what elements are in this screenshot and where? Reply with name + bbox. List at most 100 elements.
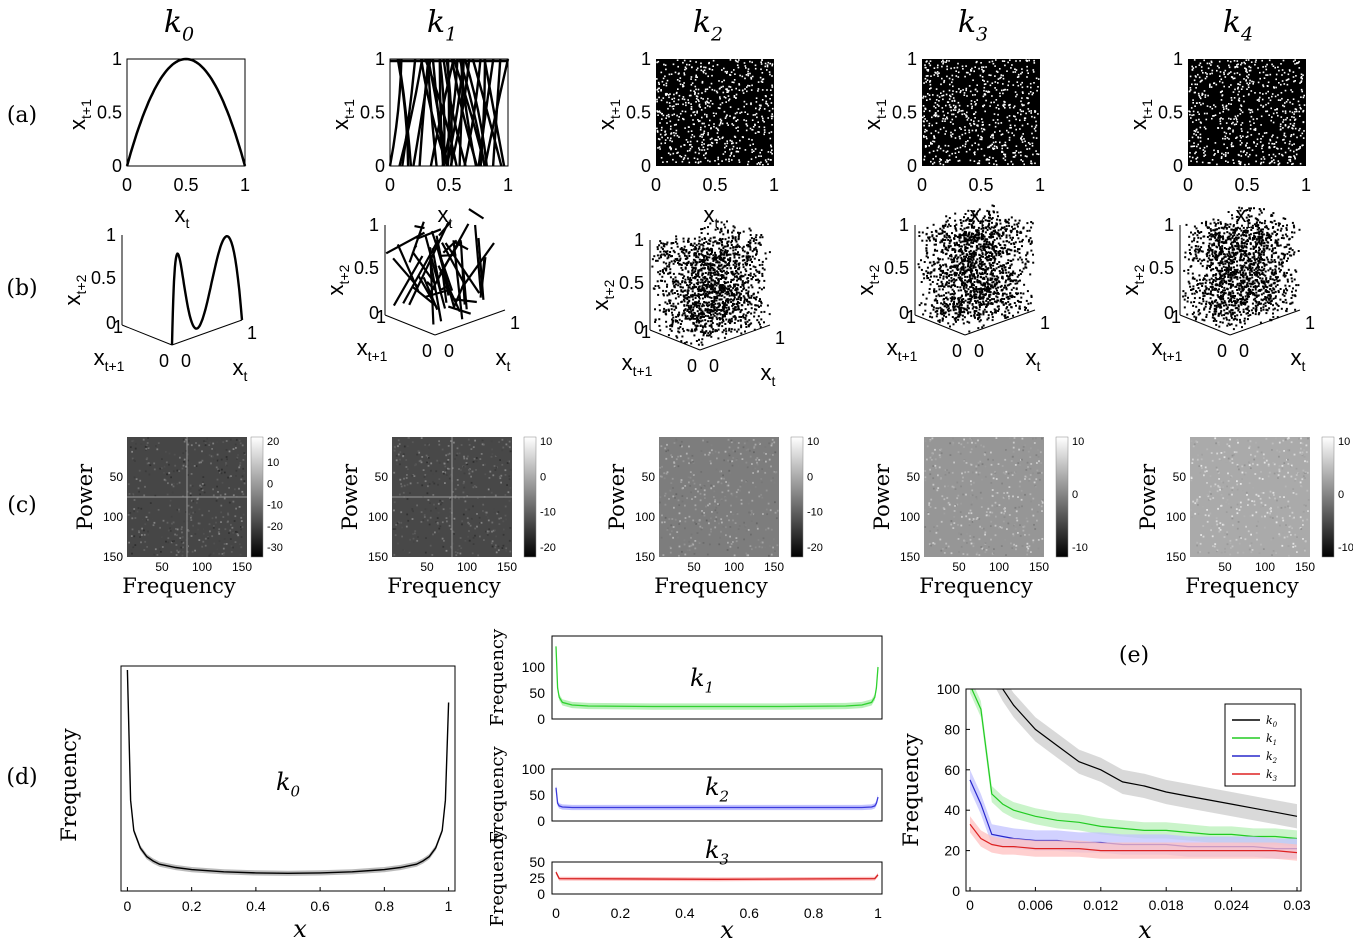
noise-gap bbox=[1260, 124, 1262, 126]
point bbox=[749, 229, 752, 232]
noise-gap bbox=[993, 147, 996, 150]
point bbox=[999, 228, 1002, 231]
noise-gap bbox=[976, 99, 978, 101]
point bbox=[704, 254, 707, 257]
point bbox=[750, 284, 753, 287]
noise-gap bbox=[923, 158, 926, 161]
point bbox=[981, 253, 984, 256]
point bbox=[670, 242, 673, 245]
noise-gap bbox=[941, 65, 943, 68]
noise-gap bbox=[694, 85, 697, 88]
point bbox=[709, 262, 712, 265]
z-tick-label: 0 bbox=[634, 318, 644, 338]
point bbox=[656, 254, 659, 257]
noise-gap bbox=[1228, 138, 1230, 140]
point bbox=[955, 242, 958, 245]
noise-gap bbox=[1253, 141, 1255, 143]
point bbox=[718, 308, 721, 311]
noise-gap bbox=[761, 115, 763, 118]
noise-gap bbox=[771, 117, 773, 120]
point bbox=[949, 236, 952, 239]
noise-gap bbox=[1277, 160, 1280, 162]
point bbox=[704, 238, 707, 240]
noise-gap bbox=[665, 117, 667, 119]
point bbox=[959, 254, 962, 257]
noise-gap bbox=[1214, 114, 1217, 116]
noise-gap bbox=[957, 62, 959, 65]
point bbox=[982, 282, 985, 285]
noise-gap bbox=[750, 158, 753, 160]
point bbox=[1012, 236, 1014, 239]
y-axis-label-sub: t+1 bbox=[78, 99, 94, 119]
point bbox=[971, 303, 974, 306]
noise-gap bbox=[1237, 63, 1239, 66]
point bbox=[697, 248, 700, 251]
noise-gap bbox=[747, 68, 750, 70]
noise-gap bbox=[1299, 127, 1301, 130]
noise-gap bbox=[1024, 155, 1027, 157]
point bbox=[1009, 248, 1012, 251]
point bbox=[726, 249, 729, 252]
point bbox=[737, 251, 739, 254]
point bbox=[754, 308, 756, 311]
noise-gap bbox=[676, 79, 679, 81]
point bbox=[708, 330, 711, 333]
noise-gap bbox=[992, 137, 995, 139]
noise-gap bbox=[765, 102, 767, 105]
point bbox=[1006, 221, 1009, 223]
noise-gap bbox=[761, 72, 764, 74]
noise-gap bbox=[1196, 160, 1198, 163]
point bbox=[701, 289, 704, 292]
noise-gap bbox=[1206, 145, 1208, 148]
noise-gap bbox=[1250, 61, 1253, 63]
point bbox=[939, 241, 942, 244]
point bbox=[722, 308, 725, 311]
point bbox=[676, 293, 679, 296]
noise-gap bbox=[1251, 80, 1253, 83]
point bbox=[733, 307, 736, 310]
noise-gap bbox=[1237, 87, 1239, 90]
point bbox=[725, 281, 728, 284]
point bbox=[705, 283, 708, 286]
noise-gap bbox=[1262, 105, 1265, 107]
point bbox=[686, 297, 689, 299]
point bbox=[687, 289, 690, 292]
point bbox=[695, 294, 697, 297]
point bbox=[978, 253, 981, 256]
point bbox=[674, 258, 677, 261]
map-line bbox=[477, 58, 495, 167]
point bbox=[740, 316, 743, 318]
point bbox=[715, 277, 718, 280]
noise-gap bbox=[1195, 87, 1197, 89]
point bbox=[933, 238, 936, 241]
point bbox=[725, 332, 728, 335]
noise-gap bbox=[749, 72, 751, 75]
noise-gap bbox=[1032, 92, 1034, 94]
point bbox=[1004, 316, 1007, 319]
point bbox=[669, 251, 672, 253]
noise-gap bbox=[995, 160, 997, 162]
noise-gap bbox=[948, 98, 951, 100]
noise-gap bbox=[1004, 101, 1006, 103]
point bbox=[983, 308, 986, 311]
noise-gap bbox=[1281, 69, 1284, 71]
point bbox=[988, 258, 991, 261]
noise-gap bbox=[1301, 77, 1303, 80]
noise-gap bbox=[997, 78, 1000, 80]
noise-gap bbox=[941, 95, 943, 97]
noise-gap bbox=[1277, 94, 1279, 96]
point bbox=[922, 293, 925, 296]
noise-gap bbox=[1225, 107, 1228, 110]
point bbox=[994, 251, 997, 254]
noise-gap bbox=[1204, 150, 1206, 153]
point bbox=[667, 256, 670, 259]
point bbox=[720, 252, 723, 255]
noise-gap bbox=[721, 81, 723, 83]
x-tick-label: 1 bbox=[1035, 175, 1045, 195]
noise-gap bbox=[958, 151, 960, 153]
noise-gap bbox=[1261, 145, 1264, 147]
point bbox=[702, 331, 705, 334]
noise-gap bbox=[749, 60, 751, 63]
noise-gap bbox=[1017, 84, 1020, 87]
point bbox=[742, 249, 744, 252]
